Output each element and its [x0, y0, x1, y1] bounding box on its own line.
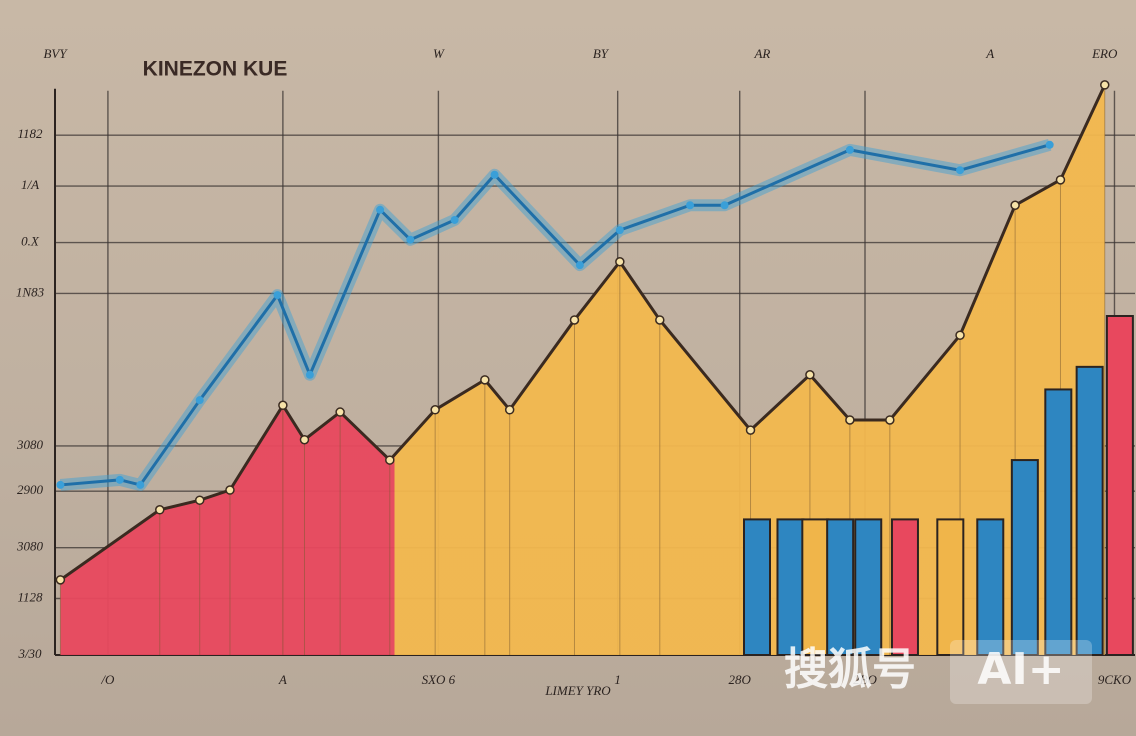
y-tick-label: 3080 [16, 437, 44, 452]
y-tick-label: 0.X [21, 234, 40, 249]
y-tick-label: 2900 [17, 482, 44, 497]
area-point [845, 415, 855, 425]
line-point [195, 396, 204, 405]
area-point [504, 405, 515, 415]
line-point [956, 166, 965, 175]
area-point [225, 485, 235, 495]
line-point [686, 201, 695, 210]
top-tick-label: A [985, 46, 994, 61]
bar [854, 518, 883, 657]
bar [826, 518, 855, 657]
bar [801, 518, 830, 657]
area-point [1100, 80, 1110, 90]
y-tick-label: 1182 [17, 126, 43, 141]
area-point [569, 315, 580, 325]
area-point [655, 315, 665, 325]
watermark: 搜狐号 [784, 644, 916, 695]
bar [743, 518, 771, 657]
line-point [720, 201, 729, 210]
y-tick-label: 1/A [21, 177, 39, 192]
line-point [406, 235, 415, 244]
bar [1075, 365, 1104, 656]
y-tick-label: 1128 [17, 589, 43, 604]
area-point [430, 405, 440, 415]
line-point [56, 480, 65, 489]
x-tick-label: /O [100, 672, 115, 687]
line-point [305, 370, 314, 379]
area-point [55, 575, 66, 585]
area-point [194, 495, 205, 505]
bar [1105, 315, 1134, 656]
line-point [490, 170, 499, 179]
area-point [335, 407, 345, 417]
x-tick-label: A [278, 672, 287, 687]
area-point [385, 455, 395, 465]
line-point [615, 226, 624, 235]
line-point [376, 205, 385, 214]
top-tick-label: BY [593, 46, 610, 61]
bar [1044, 388, 1073, 656]
line-point [575, 261, 584, 270]
bar [776, 518, 805, 657]
x-tick-label: 9CKO [1098, 672, 1132, 687]
area-point [299, 434, 310, 445]
watermark-badge: AI+ [977, 644, 1064, 695]
area-point [480, 375, 490, 385]
top-tick-label: BVY [43, 46, 68, 61]
area-point [805, 370, 815, 380]
line-point [115, 475, 124, 484]
top-tick-label: W [433, 46, 445, 61]
area-outline [59, 84, 1107, 582]
bar [936, 518, 965, 657]
watermark-badge-bg [950, 640, 1092, 704]
x-tick-label: 1 [614, 672, 621, 687]
line-point [845, 145, 854, 154]
area-point [885, 415, 895, 425]
area-point [278, 400, 288, 411]
x-tick-label: 2BO [853, 672, 877, 687]
top-tick-label: ERO [1091, 46, 1118, 61]
area-point [1010, 200, 1020, 211]
bar [890, 518, 919, 657]
line-point [450, 215, 459, 224]
area-point [955, 330, 965, 340]
area-point [615, 257, 625, 267]
y-tick-label: 3080 [16, 539, 44, 554]
area-point [155, 505, 165, 515]
chart-title: KINEZON KUE [143, 58, 288, 81]
area-fill [60, 84, 1105, 656]
x-tick-label: 28O [729, 672, 752, 687]
y-tick-label: 1N83 [16, 284, 45, 299]
bar [1010, 459, 1039, 657]
y-tick-label: 3/30 [17, 646, 42, 661]
line-point [273, 291, 282, 300]
bar [976, 518, 1005, 657]
line-point [136, 480, 145, 489]
top-tick-label: AR [753, 46, 770, 61]
plot: 1182 1/A 0.X 1N83 3080 2900 3080 1128 3/30/O A SXO… [16, 46, 1135, 687]
x-axis-label: LIMEY YRO [544, 683, 611, 698]
x-tick-label: SXO 6 [422, 672, 456, 687]
area-point [745, 425, 756, 435]
area-point [1055, 175, 1066, 185]
line-point [1045, 140, 1054, 149]
